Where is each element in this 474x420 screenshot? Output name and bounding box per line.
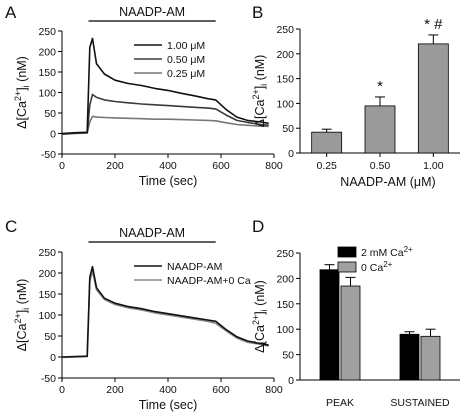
legend-label: 0 Ca2+	[361, 260, 393, 274]
x-tick-label: 800	[265, 160, 283, 172]
x-axis-title: NAADP-AM (μM)	[340, 175, 435, 189]
stimulus-label: NAADP-AM	[119, 5, 185, 19]
panel-b: B 0 50 100 150 200 250 0.25 0.50 * 1.00 * # NAADP-AM…	[252, 3, 460, 189]
y-axis-title: Δ[Ca2+]i (nM)	[251, 55, 269, 128]
y-tick-label: 100	[38, 88, 56, 100]
x-axis-title: Time (sec)	[139, 398, 198, 412]
y-tick-label: 150	[38, 67, 56, 79]
series-line	[61, 37, 269, 135]
series-line	[61, 265, 269, 358]
x-axis-title: Time (sec)	[139, 174, 198, 188]
y-tick-label: 200	[276, 49, 294, 61]
x-tick-label: 200	[106, 160, 124, 172]
panel-d: D 0 50 100 150 200 250 PEAK SUSTAINED 2 mM Ca2+0 …	[252, 217, 460, 409]
x-tick-label: 400	[159, 384, 177, 396]
y-tick-label: 250	[38, 26, 56, 38]
panel-letter: A	[5, 3, 17, 22]
significance-marker: *	[377, 78, 383, 95]
y-tick-label: 250	[276, 248, 294, 260]
legend-swatch	[337, 246, 357, 258]
y-tick-label: 50	[44, 331, 56, 343]
y-tick-label: 50	[282, 350, 294, 362]
x-tick-label: 600	[212, 384, 230, 396]
panel-letter: C	[5, 217, 17, 236]
y-axis-title: Δ[Ca2+]i (nM)	[13, 56, 31, 129]
x-tick-label: 200	[106, 384, 124, 396]
y-axis-title: Δ[Ca2+]i (nM)	[251, 280, 269, 353]
bar	[420, 335, 441, 381]
legend-label: 0.25 μM	[167, 68, 205, 80]
bar	[311, 131, 343, 154]
stimulus-label: NAADP-AM	[119, 226, 185, 240]
series-line	[61, 93, 269, 135]
y-tick-label: 0	[288, 148, 294, 160]
y-tick-label: 150	[38, 289, 56, 301]
y-tick-label: -50	[41, 373, 56, 385]
legend-label: 1.00 μM	[167, 40, 205, 52]
x-tick-label: 400	[159, 160, 177, 172]
y-tick-label: 250	[38, 247, 56, 259]
y-tick-label: 100	[276, 324, 294, 336]
significance-marker: * #	[424, 16, 443, 33]
legend-label: 2 mM Ca2+	[361, 245, 413, 259]
bar	[319, 269, 340, 381]
x-tick-label: 1.00	[423, 160, 444, 172]
y-tick-label: 200	[276, 273, 294, 285]
y-tick-label: 0	[50, 352, 56, 364]
y-tick-label: 50	[44, 108, 56, 120]
panel-letter: D	[252, 217, 264, 236]
legend-label: 0.50 μM	[167, 54, 205, 66]
x-tick-label: 0	[59, 160, 65, 172]
y-tick-label: 50	[282, 123, 294, 135]
x-tick-label: SUSTAINED	[390, 397, 450, 409]
y-tick-label: 100	[276, 98, 294, 110]
series-line	[61, 270, 269, 359]
x-tick-label: 0.25	[316, 160, 337, 172]
y-tick-label: 150	[276, 74, 294, 86]
y-tick-label: 150	[276, 299, 294, 311]
bar	[417, 43, 449, 154]
bar	[340, 285, 361, 381]
series-line	[61, 115, 269, 136]
bar	[364, 105, 396, 154]
y-axis-title: Δ[Ca2+]i (nM)	[13, 279, 31, 352]
x-tick-label: 600	[212, 160, 230, 172]
x-tick-label: 0	[59, 384, 65, 396]
legend-label: NAADP-AM	[167, 261, 222, 273]
panel-letter: B	[252, 3, 263, 22]
y-tick-label: -50	[41, 149, 56, 161]
y-tick-label: 0	[288, 375, 294, 387]
y-tick-label: 200	[38, 268, 56, 280]
x-tick-label: PEAK	[326, 397, 354, 409]
bar	[399, 333, 420, 381]
x-tick-label: 800	[265, 384, 283, 396]
legend-label: NAADP-AM+0 Ca	[167, 275, 251, 287]
legend-swatch	[337, 261, 357, 273]
y-tick-label: 250	[276, 24, 294, 36]
y-tick-label: 200	[38, 47, 56, 59]
y-tick-label: 100	[38, 310, 56, 322]
x-tick-label: 0.50	[370, 160, 391, 172]
y-tick-label: 0	[50, 129, 56, 141]
